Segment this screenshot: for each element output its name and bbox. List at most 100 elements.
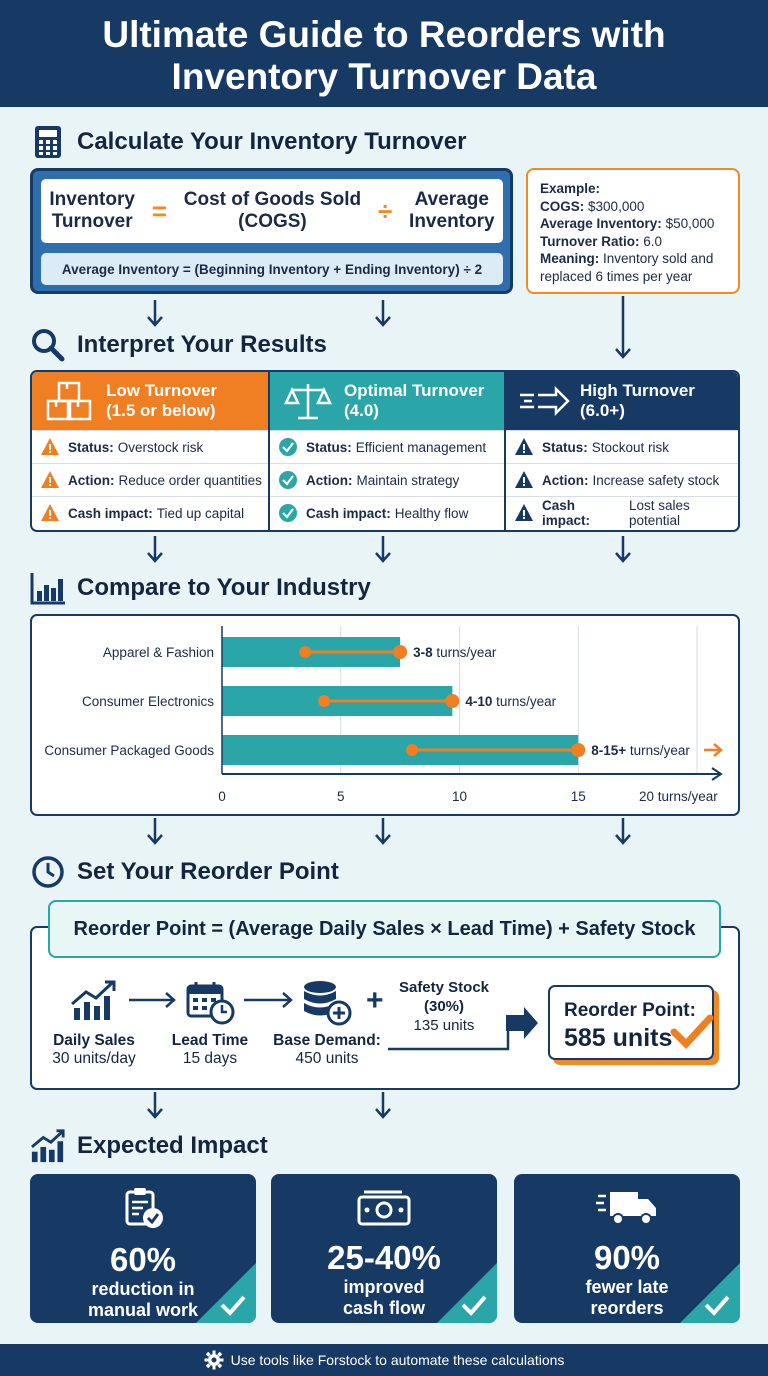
section-compare-label: Compare to Your Industry xyxy=(77,574,371,601)
calculator-icon xyxy=(30,124,66,160)
check-circle-icon xyxy=(279,438,297,456)
clock-icon xyxy=(30,854,66,890)
section-compare-title: Compare to Your Industry xyxy=(30,568,371,608)
check-corner-icon xyxy=(437,1263,497,1323)
check-circle-icon xyxy=(279,471,297,489)
card-optimal-range: (4.0) xyxy=(344,401,379,420)
safety-stock: Safety Stock (30%) 135 units xyxy=(398,979,490,1034)
warning-icon xyxy=(41,438,59,455)
warning-icon xyxy=(41,471,59,488)
turnover-formula: Inventory Turnover = Cost of Goods Sold (C… xyxy=(41,179,503,243)
fast-arrow-icon xyxy=(518,381,570,421)
alert-icon xyxy=(515,504,533,521)
turnover-cards: Low Turnover (1.5 or below) Status: Overst… xyxy=(30,370,740,532)
impact-value-3: 90% xyxy=(593,1239,661,1276)
impact-text-1b: manual work xyxy=(87,1300,199,1320)
x-tick-label: 20 turns/year xyxy=(639,789,718,804)
optimal-cash-impact: Healthy flow xyxy=(394,505,469,521)
reorder-point-result: Reorder Point: 585 units xyxy=(548,985,714,1060)
card-optimal-turnover: Optimal Turnover (4.0) Status: Efficient m… xyxy=(268,372,504,530)
page-header: Ultimate Guide to Reorders with Inventor… xyxy=(0,0,768,107)
card-low-turnover: Low Turnover (1.5 or below) Status: Overst… xyxy=(32,372,268,530)
arrow-down-icon xyxy=(374,1092,392,1122)
example-ratio: 6.0 xyxy=(643,233,663,249)
formula-right: Average Inventory xyxy=(409,189,495,232)
industry-chart: Apparel & Fashion 3-8 turns/year Consumer … xyxy=(30,614,740,816)
daily-sales: Daily Sales 30 units/day xyxy=(52,1032,136,1067)
impact-value-2: 25-40% xyxy=(327,1239,441,1276)
arrow-down-icon xyxy=(614,536,632,566)
industry-chart-svg: Apparel & Fashion 3-8 turns/year Consumer … xyxy=(44,626,723,804)
equals-sign: = xyxy=(151,196,167,226)
calendar-clock-icon xyxy=(186,980,236,1031)
example-heading: Example: xyxy=(540,181,601,196)
section-calculate-label: Calculate Your Inventory Turnover xyxy=(77,128,467,155)
card-optimal-name: Optimal Turnover xyxy=(344,381,485,400)
arrow-down-icon xyxy=(146,300,164,330)
reorder-formula: Reorder Point = (Average Daily Sales × L… xyxy=(48,900,721,958)
range-start-point xyxy=(406,744,418,756)
section-calculate-title: Calculate Your Inventory Turnover xyxy=(30,122,466,162)
example-avg-inventory: $50,000 xyxy=(665,216,715,231)
category-label: Consumer Packaged Goods xyxy=(44,743,214,758)
card-high-range: (6.0+) xyxy=(580,401,625,420)
result-value: 585 units xyxy=(564,1024,673,1052)
average-inventory-formula: Average Inventory = (Beginning Inventory… xyxy=(41,253,503,285)
impact-card-manual-work: 60% reduction in manual work xyxy=(30,1174,256,1323)
gear-icon xyxy=(204,1350,224,1370)
connector-arrow-icon xyxy=(388,1005,548,1058)
arrow-right-icon xyxy=(244,990,294,1015)
arrow-down-icon xyxy=(374,818,392,848)
arrow-down-icon xyxy=(614,296,632,360)
impact-text-2a: improved xyxy=(343,1277,425,1297)
growth-chart-icon xyxy=(30,1128,66,1164)
check-corner-icon xyxy=(196,1263,256,1323)
check-corner-icon xyxy=(680,1263,740,1323)
x-tick-label: 15 xyxy=(571,789,586,804)
page-title-line2: Inventory Turnover Data xyxy=(171,56,597,97)
impact-text-2b: cash flow xyxy=(342,1298,426,1318)
impact-text-1a: reduction in xyxy=(91,1279,195,1299)
arrow-down-icon xyxy=(614,818,632,848)
trend-chart-icon xyxy=(70,980,120,1027)
example-meaning-2: replaced 6 times per year xyxy=(540,268,693,284)
magnifier-icon xyxy=(30,327,66,363)
impact-value-1: 60% xyxy=(109,1241,177,1278)
card-low-range: (1.5 or below) xyxy=(106,401,216,420)
card-high-turnover: High Turnover (6.0+) Status: Stockout risk… xyxy=(504,372,738,530)
high-cash-impact: Lost sales potential xyxy=(628,498,690,528)
category-label: Consumer Electronics xyxy=(82,694,214,709)
database-plus-icon xyxy=(302,980,352,1031)
delivery-truck-icon xyxy=(596,1192,656,1225)
turnover-formula-box: Inventory Turnover = Cost of Goods Sold (C… xyxy=(30,168,513,294)
formula-mid: Cost of Goods Sold (COGS) xyxy=(183,189,362,232)
page-title-line1: Ultimate Guide to Reorders with xyxy=(102,14,666,55)
optimal-status: Efficient management xyxy=(355,439,487,455)
section-impact-title: Expected Impact xyxy=(30,1126,268,1166)
balance-scale-icon xyxy=(282,381,334,421)
card-low-name: Low Turnover xyxy=(106,381,218,400)
overflow-arrow-icon xyxy=(704,743,723,757)
bar-chart-icon xyxy=(30,570,66,606)
boxes-icon xyxy=(44,381,96,421)
lead-time: Lead Time 15 days xyxy=(171,1032,249,1067)
arrow-down-icon xyxy=(146,818,164,848)
range-label: 3-8 turns/year xyxy=(413,645,497,660)
warning-icon xyxy=(41,504,59,521)
footer-text: Use tools like Forstock to automate thes… xyxy=(230,1352,565,1368)
alert-icon xyxy=(515,471,533,488)
range-start-point xyxy=(299,646,312,658)
card-high-name: High Turnover xyxy=(580,381,695,400)
range-end-point xyxy=(393,645,408,659)
section-interpret-label: Interpret Your Results xyxy=(77,331,327,358)
impact-text-3b: reorders xyxy=(590,1298,664,1318)
section-reorder-label: Set Your Reorder Point xyxy=(77,858,339,885)
section-reorder-title: Set Your Reorder Point xyxy=(30,852,339,892)
impact-text-3a: fewer late xyxy=(585,1277,669,1297)
arrow-right-icon xyxy=(129,990,177,1015)
example-meaning: Inventory sold and xyxy=(603,251,714,266)
plus-sign: + xyxy=(366,984,384,1017)
arrow-down-icon xyxy=(374,536,392,566)
low-action: Reduce order quantities xyxy=(118,472,262,488)
formula-left: Inventory Turnover xyxy=(49,189,135,232)
